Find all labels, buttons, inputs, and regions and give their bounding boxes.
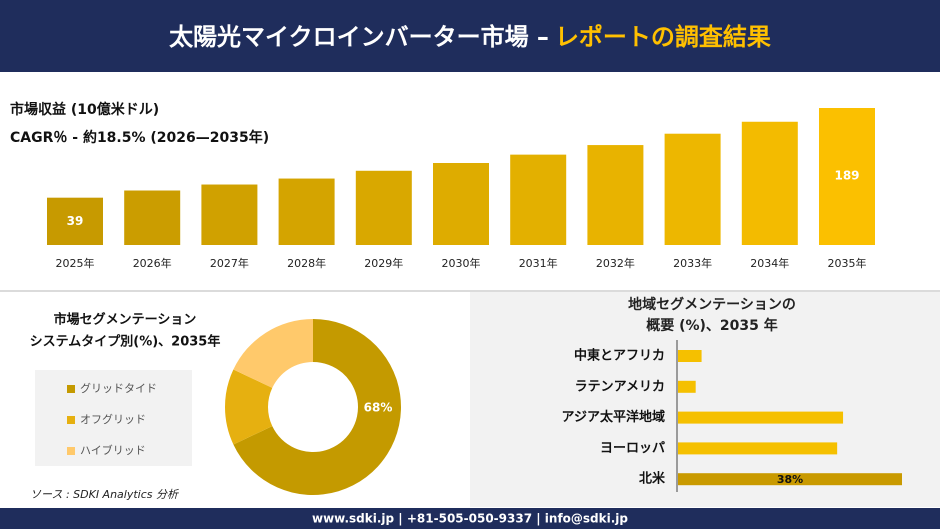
category-label: 中東とアフリカ [574,348,665,364]
value-label: 189 [834,169,859,183]
bar [664,133,721,245]
value-label: 39 [67,214,84,228]
footer-bar [0,508,940,529]
bar [278,178,335,245]
region-panel [470,292,940,507]
bar [678,442,838,455]
header-bar [0,0,940,72]
x-tick-label: 2033年 [673,256,712,270]
x-tick-label: 2031年 [519,256,558,270]
bar [355,170,412,245]
x-tick-label: 2035年 [828,256,867,270]
category-label: ラテンアメリカ [575,379,665,394]
bar [741,121,798,245]
x-tick-label: 2028年 [287,256,326,270]
x-tick-label: 2025年 [56,256,95,270]
legend-label: ハイブリッド [80,443,146,457]
legend-swatch [67,447,75,455]
value-label: 68% [364,401,393,415]
bar [678,380,696,393]
x-tick-label: 2029年 [364,256,403,270]
bar [587,145,644,245]
bar [433,163,489,245]
chart-title: 地域セグメンテーションの [628,296,796,313]
legend-box [35,370,192,466]
category-label: アジア太平洋地域 [562,409,665,425]
bar [678,350,702,362]
x-tick-label: 2034年 [750,256,789,270]
bar [819,108,875,245]
x-tick-label: 2027年 [210,256,249,270]
footer: www.sdki.jp | +81-505-050-9337 | info@sd… [312,512,628,526]
chart-title: 市場セグメンテーション [54,312,197,328]
legend-label: オフグリッド [80,412,146,426]
value-label: 38% [777,473,803,486]
chart-title: 市場収益 (10億米ドル) [10,101,159,118]
bar [124,190,181,245]
pie-slice [233,319,401,495]
bar [201,184,258,245]
chart-title: 概要 (%)、2035 年 [646,317,778,334]
legend-swatch [67,385,75,393]
x-tick-label: 2032年 [596,256,635,270]
legend-label: グリッドタイド [80,381,157,395]
source: ソース : SDKI Analytics 分析 [30,488,180,501]
chart-title: CAGR％ - 約18.5% (2026—2035年) [10,129,269,146]
header-title: 太陽光マイクロインバーター市場 – レポートの調査結果 [169,23,771,51]
bar [678,473,902,486]
legend-swatch [67,416,75,424]
pie-slice [225,369,273,445]
bar [47,197,103,245]
x-tick-label: 2026年 [133,256,172,270]
chart-title: システムタイプ別(%)、2035年 [30,334,221,350]
category-label: 北米 [639,471,666,487]
category-label: ヨーロッパ [600,441,665,456]
bar [510,154,567,245]
pie-slice [233,319,313,388]
bar [678,411,844,424]
title-highlight: レポートの調査結果 [555,23,771,51]
title-main: 太陽光マイクロインバーター市場 – [169,23,549,51]
x-tick-label: 2030年 [442,256,481,270]
